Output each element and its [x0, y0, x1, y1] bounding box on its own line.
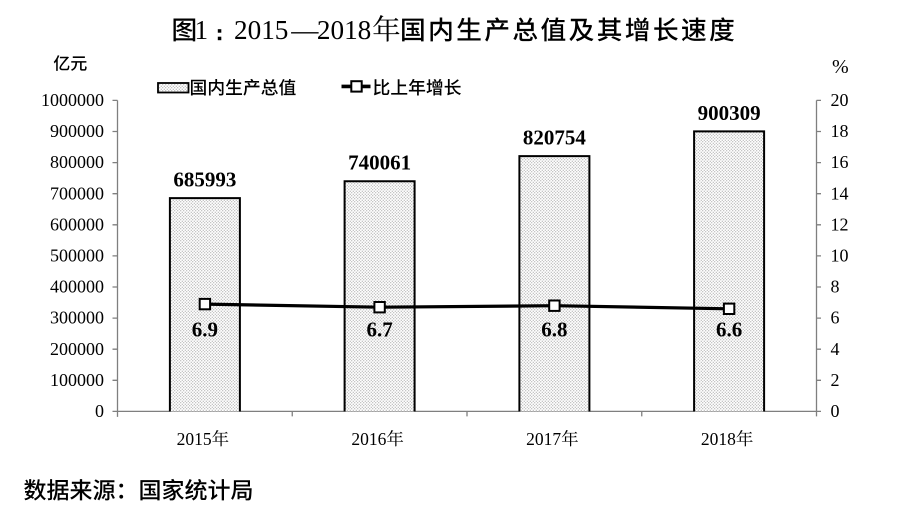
svg-text:200000: 200000: [50, 339, 104, 359]
svg-text:400000: 400000: [50, 277, 104, 297]
svg-text:2016: 2016: [351, 429, 386, 449]
svg-text:800000: 800000: [50, 152, 104, 172]
svg-text:%: %: [832, 56, 849, 78]
svg-text:2018: 2018: [701, 429, 736, 449]
svg-text:—: —: [290, 15, 319, 45]
svg-text:18: 18: [831, 121, 849, 141]
svg-text:500000: 500000: [50, 246, 104, 266]
svg-text:6: 6: [831, 308, 840, 328]
svg-text:14: 14: [831, 183, 849, 203]
svg-text:2015: 2015: [234, 15, 288, 45]
svg-text:1: 1: [195, 15, 209, 45]
svg-text:12: 12: [831, 214, 849, 234]
svg-text:6.6: 6.6: [716, 317, 742, 341]
svg-text:700000: 700000: [50, 183, 104, 203]
svg-text:1000000: 1000000: [41, 90, 104, 110]
svg-text:2015: 2015: [177, 429, 212, 449]
svg-text:6.8: 6.8: [541, 317, 567, 341]
svg-text:900309: 900309: [698, 101, 761, 125]
svg-text:2: 2: [831, 370, 840, 390]
svg-text:300000: 300000: [50, 308, 104, 328]
svg-text:740061: 740061: [348, 151, 411, 175]
svg-text:685993: 685993: [173, 168, 236, 192]
svg-text:0: 0: [95, 401, 104, 421]
svg-text:820754: 820754: [523, 126, 587, 150]
svg-text:900000: 900000: [50, 121, 104, 141]
svg-text:4: 4: [831, 339, 840, 359]
svg-text:16: 16: [831, 152, 849, 172]
svg-text:600000: 600000: [50, 214, 104, 234]
svg-text:2017: 2017: [526, 429, 561, 449]
svg-text:0: 0: [831, 401, 840, 421]
svg-text:10: 10: [831, 246, 849, 266]
svg-text:2018: 2018: [317, 15, 371, 45]
svg-text:20: 20: [831, 90, 849, 110]
svg-text:6.9: 6.9: [192, 317, 218, 341]
svg-text:8: 8: [831, 277, 840, 297]
svg-text:6.7: 6.7: [367, 317, 393, 341]
svg-text:100000: 100000: [50, 370, 104, 390]
